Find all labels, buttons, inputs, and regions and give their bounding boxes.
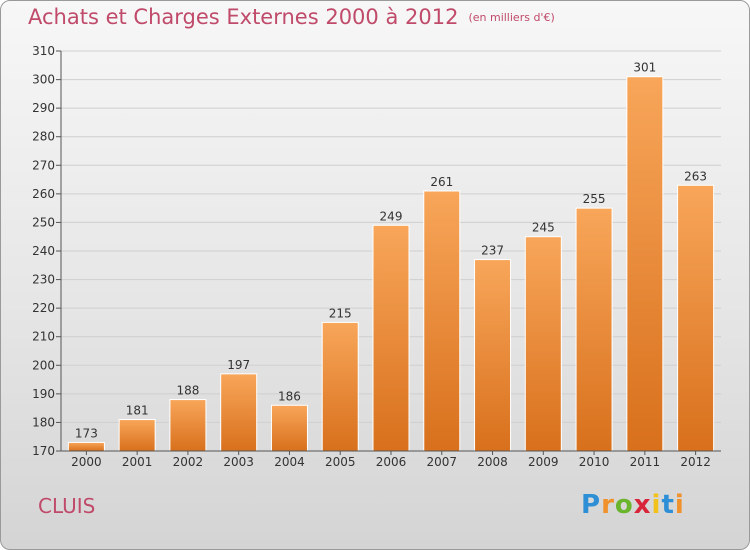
bar-2007 — [423, 190, 461, 452]
x-tick-label: 2007 — [426, 455, 457, 469]
bar-value-label: 181 — [126, 404, 149, 418]
bar-2002 — [169, 399, 207, 452]
bar-value-label: 301 — [633, 61, 656, 75]
x-tick-label: 2010 — [579, 455, 610, 469]
bar-2011 — [626, 76, 664, 452]
y-tick-label: 280 — [32, 130, 55, 144]
y-tick-label: 200 — [32, 358, 55, 372]
bar-value-label: 249 — [380, 209, 403, 223]
bar-2006 — [372, 224, 410, 452]
x-tick-label: 2009 — [528, 455, 559, 469]
y-tick-label: 240 — [32, 244, 55, 258]
y-tick-label: 260 — [32, 187, 55, 201]
bar-2004 — [270, 404, 308, 452]
bar-2012 — [677, 184, 715, 452]
x-tick-label: 2002 — [173, 455, 204, 469]
x-tick-label: 2006 — [376, 455, 407, 469]
bar-2003 — [220, 373, 258, 452]
x-tick-label: 2012 — [680, 455, 711, 469]
bar-2001 — [118, 419, 156, 452]
proxiti-logo: Proxiti — [581, 490, 685, 520]
bar-value-label: 173 — [75, 426, 98, 440]
bar-2005 — [321, 321, 359, 452]
bar-2010 — [575, 207, 613, 452]
bar-value-label: 197 — [227, 358, 250, 372]
y-tick-label: 190 — [32, 387, 55, 401]
x-tick-label: 2005 — [325, 455, 356, 469]
y-tick-label: 220 — [32, 301, 55, 315]
y-tick-label: 270 — [32, 158, 55, 172]
y-tick-label: 170 — [32, 444, 55, 458]
y-tick-label: 290 — [32, 101, 55, 115]
y-tick-label: 230 — [32, 273, 55, 287]
bar-2009 — [524, 236, 562, 452]
y-tick-label: 310 — [32, 44, 55, 58]
bar-value-label: 261 — [430, 175, 453, 189]
chart-title: Achats et Charges Externes 2000 à 2012 (e… — [28, 5, 555, 29]
x-tick-label: 2001 — [122, 455, 153, 469]
bar-value-label: 186 — [278, 389, 301, 403]
x-tick-label: 2008 — [477, 455, 508, 469]
y-tick-label: 300 — [32, 73, 55, 87]
bar-value-label: 237 — [481, 244, 504, 258]
y-tick-label: 250 — [32, 215, 55, 229]
place-name: CLUIS — [38, 494, 96, 518]
bar-value-label: 215 — [329, 306, 352, 320]
y-tick-label: 210 — [32, 330, 55, 344]
bar-value-label: 188 — [176, 384, 199, 398]
bar-value-label: 245 — [532, 221, 555, 235]
bar-value-label: 255 — [583, 192, 606, 206]
x-tick-label: 2011 — [630, 455, 661, 469]
x-tick-label: 2000 — [71, 455, 102, 469]
bar-value-label: 263 — [684, 169, 707, 183]
bar-2000 — [67, 441, 105, 452]
x-tick-label: 2004 — [274, 455, 305, 469]
x-tick-label: 2003 — [223, 455, 254, 469]
bar-2008 — [474, 259, 512, 452]
chart-unit: (en milliers d'€) — [468, 11, 555, 24]
y-tick-label: 180 — [32, 415, 55, 429]
